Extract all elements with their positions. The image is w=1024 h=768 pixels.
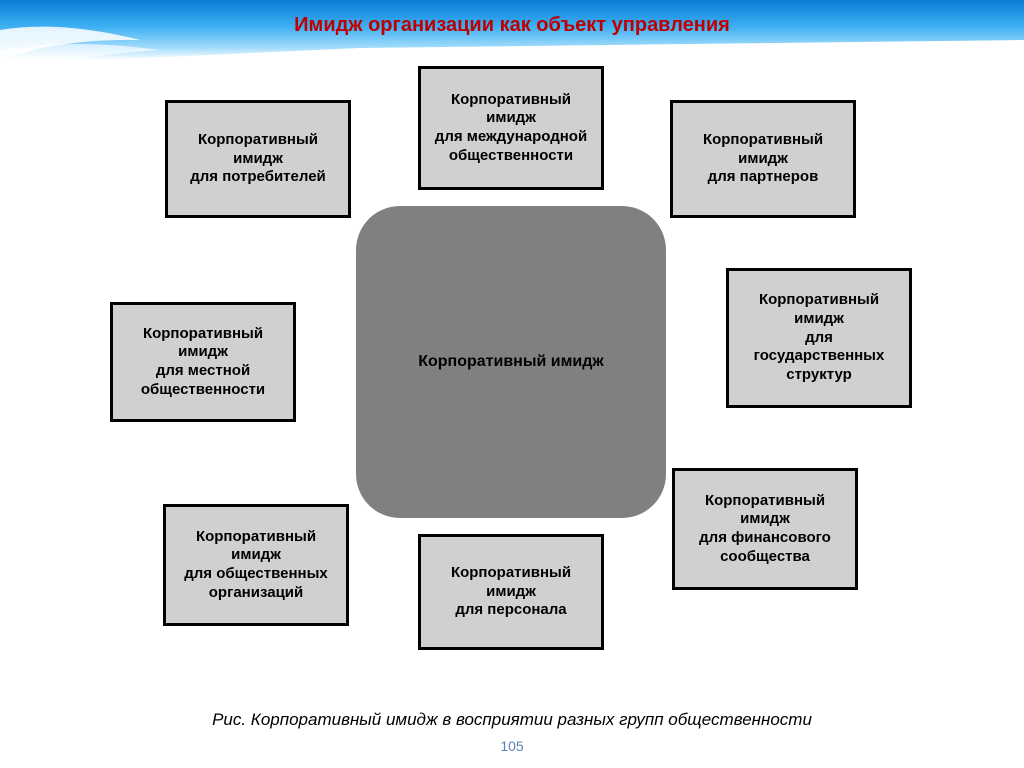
- diagram-node-government: Корпоративный имидж для государственных …: [726, 268, 912, 408]
- slide: Имидж организации как объект управления …: [0, 0, 1024, 768]
- diagram-node-financial: Корпоративный имидж для финансового сооб…: [672, 468, 858, 590]
- diagram-node-international: Корпоративный имидж для международной об…: [418, 66, 604, 190]
- diagram-node-label: Корпоративный имидж для международной об…: [435, 91, 587, 166]
- figure-caption: Рис. Корпоративный имидж в восприятии ра…: [0, 710, 1024, 730]
- diagram-center: Корпоративный имидж: [356, 206, 666, 518]
- page-number: 105: [0, 738, 1024, 754]
- diagram-node-local: Корпоративный имидж для местной обществе…: [110, 302, 296, 422]
- diagram-node-label: Корпоративный имидж для государственных …: [754, 291, 885, 385]
- diagram-node-public-org: Корпоративный имидж для общественных орг…: [163, 504, 349, 626]
- diagram-node-label: Корпоративный имидж для персонала: [451, 564, 571, 620]
- diagram-node-partners: Корпоративный имидж для партнеров: [670, 100, 856, 218]
- diagram-node-label: Корпоративный имидж для финансового сооб…: [699, 492, 831, 567]
- diagram-center-label: Корпоративный имидж: [418, 353, 604, 371]
- page-title: Имидж организации как объект управления: [0, 14, 1024, 37]
- diagram-node-label: Корпоративный имидж для местной обществе…: [141, 325, 265, 400]
- diagram-node-label: Корпоративный имидж для потребителей: [190, 131, 326, 187]
- diagram-node-label: Корпоративный имидж для партнеров: [703, 131, 823, 187]
- diagram-node-consumers: Корпоративный имидж для потребителей: [165, 100, 351, 218]
- diagram-node-label: Корпоративный имидж для общественных орг…: [184, 528, 328, 603]
- diagram-node-personnel: Корпоративный имидж для персонала: [418, 534, 604, 650]
